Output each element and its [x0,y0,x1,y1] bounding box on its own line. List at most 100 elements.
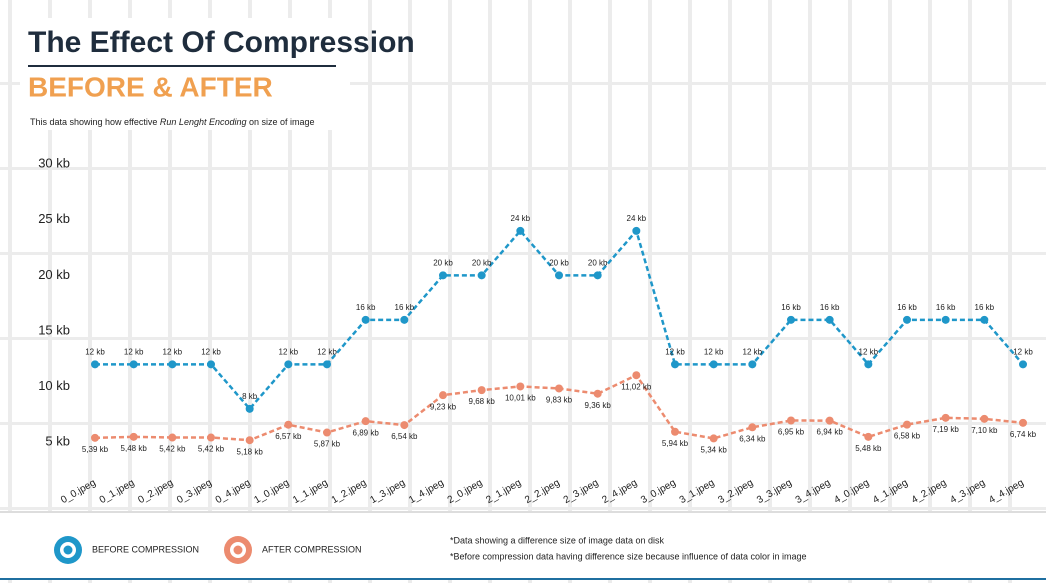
value-label: 5,87 kb [314,440,341,449]
subtitle: BEFORE & AFTER [28,71,273,102]
value-label: 20 kb [472,258,492,267]
point [516,382,525,391]
value-label: 12 kb [704,347,724,356]
point [245,436,254,445]
y-tick-label: 25 kb [38,211,70,226]
point [1019,418,1027,427]
point [671,360,679,369]
value-label: 16 kb [897,303,917,312]
point [168,433,177,442]
point [477,386,486,395]
point [980,414,989,423]
point [593,271,602,280]
value-label: 5,39 kb [82,445,109,454]
value-label: 6,74 kb [1010,430,1037,439]
point [903,315,911,324]
point [941,413,950,422]
point [593,389,602,398]
point [245,404,254,413]
value-label: 12 kb [279,347,299,356]
value-label: 6,95 kb [778,428,805,437]
point [400,421,409,430]
value-label: 6,54 kb [391,432,418,441]
point [361,417,370,426]
value-label: 20 kb [433,258,453,267]
value-label: 24 kb [511,214,531,223]
point [400,315,409,324]
value-label: 16 kb [356,303,376,312]
point [477,271,486,280]
value-label: 5,18 kb [237,447,264,456]
point [632,226,641,235]
point [91,433,99,442]
value-label: 9,68 kb [469,397,496,406]
y-tick-label: 5 kb [45,434,70,449]
description-text: This data showing how effective [30,117,160,127]
legend-label: AFTER COMPRESSION [262,544,362,554]
description: This data showing how effective Run Leng… [30,117,315,127]
legend-label: BEFORE COMPRESSION [92,544,199,554]
point [284,420,293,429]
note: *Data showing a difference size of image… [450,535,664,545]
point [323,428,331,437]
point [439,391,447,400]
value-label: 9,36 kb [585,401,612,410]
point [1019,360,1027,369]
value-label: 16 kb [395,303,415,312]
value-label: 6,94 kb [817,428,844,437]
legend-marker-dot [233,545,243,555]
point [787,315,795,324]
point [91,360,99,369]
legend-marker-dot [63,545,73,555]
header-bg [20,18,350,130]
value-label: 10,01 kb [505,394,536,403]
point [129,432,138,441]
value-label: 7,10 kb [971,426,998,435]
y-tick-label: 30 kb [38,156,70,171]
value-label: 6,34 kb [739,434,766,443]
point [903,420,911,429]
y-tick-label: 15 kb [38,322,70,337]
point [787,416,795,425]
point [516,226,525,235]
y-tick-label: 20 kb [38,267,70,282]
value-label: 6,58 kb [894,432,921,441]
value-label: 16 kb [781,303,801,312]
point [323,360,331,369]
value-label: 12 kb [743,347,763,356]
value-label: 5,42 kb [159,445,186,454]
value-label: 5,42 kb [198,445,225,454]
value-label: 12 kb [1013,347,1033,356]
value-label: 6,57 kb [275,432,302,441]
point [555,271,563,280]
point [864,360,873,369]
y-tick-label: 10 kb [38,378,70,393]
value-label: 12 kb [665,347,685,356]
value-label: 16 kb [820,303,840,312]
point [439,271,447,280]
point [671,427,679,436]
value-label: 20 kb [549,258,569,267]
point [864,432,873,441]
value-label: 12 kb [317,347,337,356]
point [361,315,370,324]
note: *Before compression data having differen… [450,551,807,561]
description-emphasis: Run Lenght Encoding [160,117,247,127]
value-label: 5,94 kb [662,439,689,448]
value-label: 7,19 kb [933,425,960,434]
point [748,423,757,432]
value-label: 16 kb [975,303,995,312]
point [709,360,718,369]
point [555,384,563,393]
value-label: 8 kb [242,392,258,401]
point [709,434,718,443]
value-label: 12 kb [124,347,144,356]
point [825,416,834,425]
value-label: 5,48 kb [855,444,882,453]
point [129,360,138,369]
point [825,315,834,324]
value-label: 24 kb [627,214,647,223]
value-label: 6,89 kb [353,428,380,437]
point [941,315,950,324]
value-label: 9,23 kb [430,402,457,411]
